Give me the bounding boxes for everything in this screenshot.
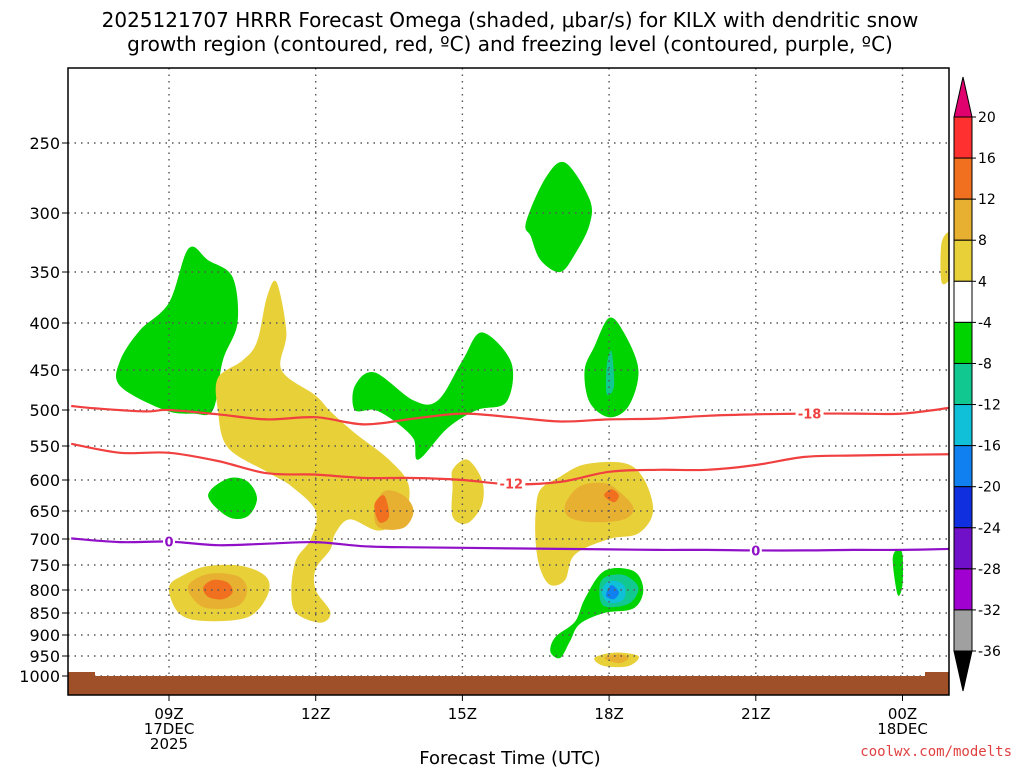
- x-tick-label: 21Z: [741, 705, 770, 723]
- omega-region-9: [451, 459, 484, 524]
- colorbar-label: 16: [978, 151, 996, 167]
- pressure-axis: 250 300 350 400 450 500 550 600 650 700 750 800 850 9…: [19, 134, 68, 686]
- y-tick-label: 700: [29, 530, 60, 549]
- y-tick-label: 450: [29, 361, 60, 380]
- isotherm-label-bg: [749, 543, 762, 558]
- omega-region-18: [374, 495, 390, 523]
- x-tick-label: 15Z: [448, 705, 477, 723]
- colorbar-bin: [953, 280, 973, 323]
- x-tick-label: 17DEC: [144, 720, 195, 738]
- colorbar-bottom-arrow: [953, 650, 973, 692]
- omega-region-3: [525, 161, 593, 273]
- y-tick-label: 800: [29, 581, 60, 600]
- isotherm-freezing_0: [71, 537, 949, 552]
- colorbar-bin: [953, 527, 973, 570]
- isotherm-label-bg: [795, 406, 824, 421]
- isotherm-label: 0: [751, 544, 760, 559]
- omega-region-10: [535, 461, 654, 586]
- omega-region-12: [940, 232, 949, 285]
- colorbar-label: 20: [978, 110, 996, 126]
- y-tick-label: 900: [29, 626, 60, 645]
- omega-region-1: [208, 477, 257, 520]
- colorbar-label: -4: [978, 315, 992, 331]
- isotherm-label-bg: [497, 476, 526, 491]
- colorbar-label: -24: [978, 521, 1001, 537]
- y-tick-label: 750: [29, 556, 60, 575]
- omega-region-16: [604, 654, 629, 664]
- terrain-block: [68, 672, 949, 695]
- colorbar-label: -16: [978, 439, 1001, 455]
- isotherm-contours: -18 -12 0 0: [70, 404, 949, 559]
- isotherm-label-bg: [163, 534, 175, 549]
- isotherm-label: 0: [164, 536, 173, 551]
- colorbar-bin: [953, 321, 973, 364]
- y-tick-label: 550: [29, 437, 60, 456]
- chart-title-line-2: growth region (contoured, red, ºC) and f…: [127, 32, 893, 56]
- colorbar-bin: [953, 362, 973, 406]
- y-tick-label: 300: [29, 204, 60, 223]
- isotherm-label: -18: [798, 408, 822, 423]
- y-tick-label: 500: [29, 401, 60, 420]
- omega-shading: [115, 161, 949, 668]
- omega-region-19: [604, 489, 619, 503]
- y-tick-label: 350: [29, 263, 60, 282]
- colorbar-bin: [953, 445, 973, 488]
- colorbar-bin: [953, 239, 973, 282]
- y-tick-label: 400: [29, 314, 60, 333]
- colorbar-label: 8: [978, 233, 987, 249]
- colorbar-bin: [953, 157, 973, 200]
- y-tick-label: 1000: [19, 667, 60, 686]
- colorbar-label: -36: [978, 644, 1001, 660]
- omega-region-2: [352, 332, 514, 460]
- colorbar-label: -8: [978, 356, 992, 372]
- omega-region-0: [115, 246, 239, 416]
- y-tick-label: 950: [29, 647, 60, 666]
- colorbar-label: -12: [978, 398, 1001, 414]
- x-axis-label: Forecast Time (UTC): [419, 748, 600, 768]
- y-tick-label: 850: [29, 604, 60, 623]
- x-tick-label: 18DEC: [877, 720, 928, 738]
- colorbar-bin: [953, 404, 973, 447]
- x-tick-label: 2025: [150, 735, 188, 753]
- x-tick-label: 00Z: [888, 705, 917, 723]
- terrain-fill: [68, 672, 949, 695]
- plot-grid: [68, 68, 949, 695]
- colorbar-top-arrow: [953, 76, 973, 118]
- omega-region-6: [892, 549, 904, 596]
- colorbar-bin: [953, 568, 973, 611]
- title-block: 2025121707 HRRR Forecast Omega (shaded, …: [102, 8, 919, 56]
- x-tick-label: 09Z: [154, 705, 183, 723]
- x-tick-label: 12Z: [301, 705, 330, 723]
- colorbar-label: -28: [978, 562, 1001, 578]
- colorbar-label: 12: [978, 192, 996, 208]
- credit-text: coolwx.com/modelts: [860, 744, 1012, 760]
- colorbar-label: -32: [978, 603, 1001, 619]
- colorbar-bin: [953, 116, 973, 159]
- y-tick-label: 650: [29, 502, 60, 521]
- omega-region-21: [605, 350, 615, 396]
- colorbar-bin: [953, 198, 973, 241]
- colorbar-label: -20: [978, 480, 1001, 496]
- omega-region-8: [215, 280, 410, 623]
- y-tick-label: 250: [29, 134, 60, 153]
- colorbar-bin: [953, 486, 973, 529]
- y-tick-label: 600: [29, 471, 60, 490]
- chart-title-line-1: 2025121707 HRRR Forecast Omega (shaded, …: [102, 8, 919, 32]
- colorbar-bin: [953, 609, 973, 652]
- isotherm-label: -12: [500, 478, 524, 493]
- plot-frame: [67, 67, 950, 696]
- colorbar-label: 4: [978, 274, 987, 290]
- x-tick-label: 18Z: [594, 705, 623, 723]
- colorbar: 20 16 12 8 4 -4 -8 -12 -16 -20 -24 -28 -32 -36: [953, 76, 1001, 692]
